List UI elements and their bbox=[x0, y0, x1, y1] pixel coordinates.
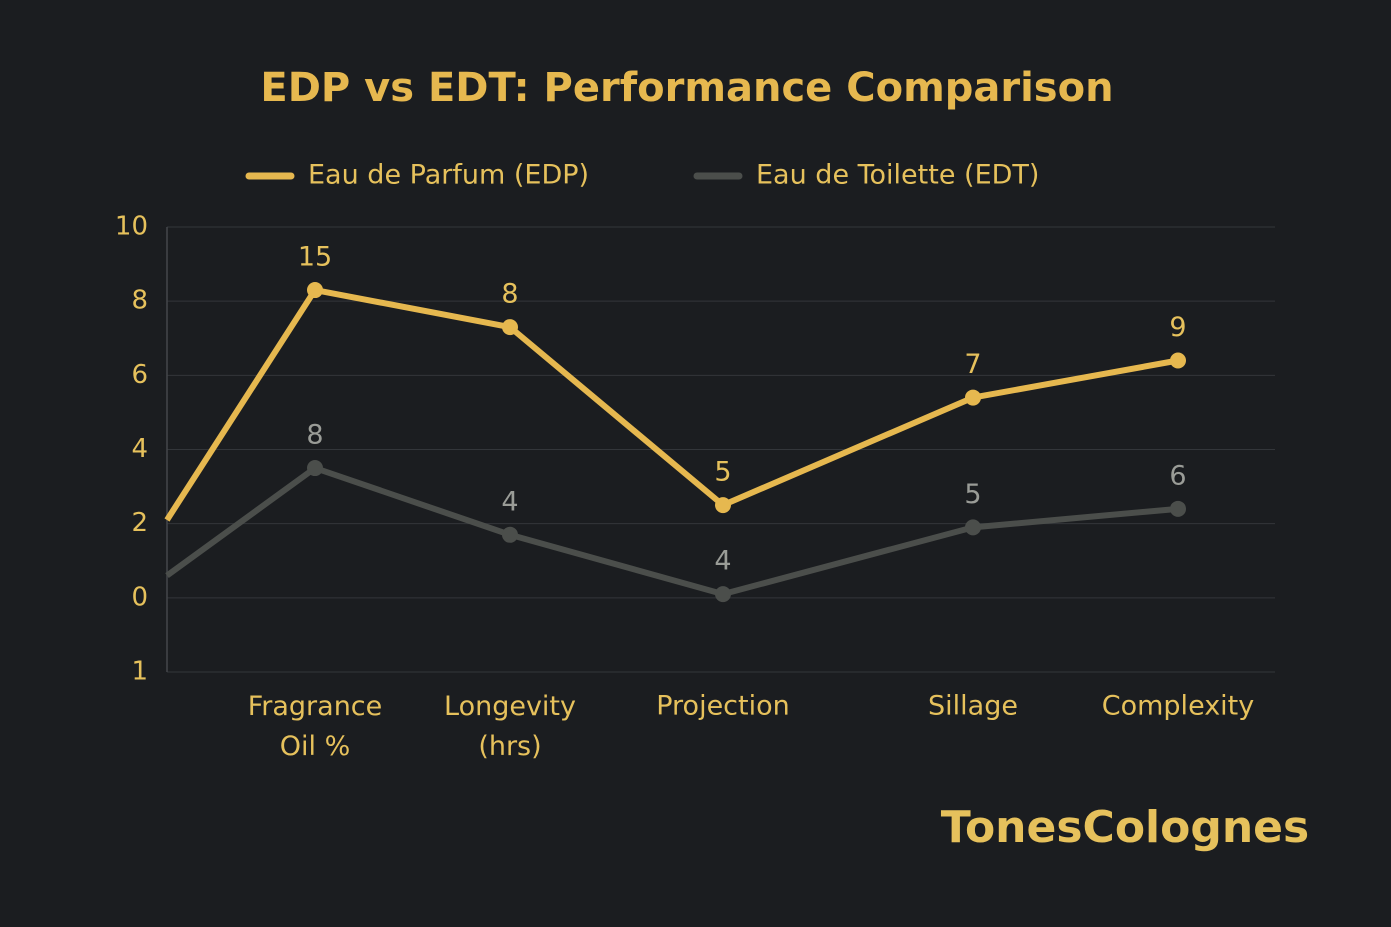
data-label: 8 bbox=[306, 420, 323, 451]
y-tick-label: 10 bbox=[115, 212, 148, 242]
data-point bbox=[1170, 500, 1186, 517]
series-line bbox=[165, 465, 1179, 598]
data-label: 8 bbox=[501, 279, 518, 310]
y-tick-label: 8 bbox=[131, 286, 148, 316]
data-label: 4 bbox=[501, 486, 518, 517]
x-tick-label: Projection bbox=[656, 691, 790, 722]
data-label: 7 bbox=[964, 349, 981, 380]
data-label: 5 bbox=[714, 457, 731, 488]
legend-label: Eau de Toilette (EDT) bbox=[756, 160, 1039, 191]
data-point bbox=[1170, 352, 1186, 369]
y-tick-label: 6 bbox=[131, 360, 148, 390]
data-label: 6 bbox=[1169, 460, 1186, 491]
data-point bbox=[715, 497, 731, 514]
series-line bbox=[164, 287, 1179, 522]
data-point bbox=[307, 460, 323, 477]
x-tick-label: Fragrance Oil % bbox=[248, 691, 383, 762]
y-tick-label: 2 bbox=[131, 508, 148, 538]
data-point bbox=[965, 519, 981, 536]
x-tick-label: Longevity (hrs) bbox=[444, 691, 576, 762]
legend-label: Eau de Parfum (EDP) bbox=[308, 160, 589, 191]
watermark: TonesColognes bbox=[941, 802, 1309, 853]
data-point bbox=[965, 389, 981, 406]
y-tick-label: 0 bbox=[131, 582, 148, 612]
x-tick-label: Complexity bbox=[1102, 691, 1255, 722]
data-label: 5 bbox=[964, 479, 981, 510]
data-point bbox=[502, 319, 518, 336]
chart-title: EDP vs EDT: Performance Comparison bbox=[260, 65, 1113, 111]
y-tick-label: 1 bbox=[131, 657, 148, 687]
data-point bbox=[502, 526, 518, 543]
data-point bbox=[715, 586, 731, 603]
x-tick-label: Sillage bbox=[928, 691, 1018, 722]
data-label: 15 bbox=[298, 242, 332, 273]
data-label: 4 bbox=[714, 546, 731, 577]
data-label: 9 bbox=[1169, 312, 1186, 343]
y-tick-label: 4 bbox=[131, 434, 148, 464]
data-point bbox=[307, 282, 323, 299]
